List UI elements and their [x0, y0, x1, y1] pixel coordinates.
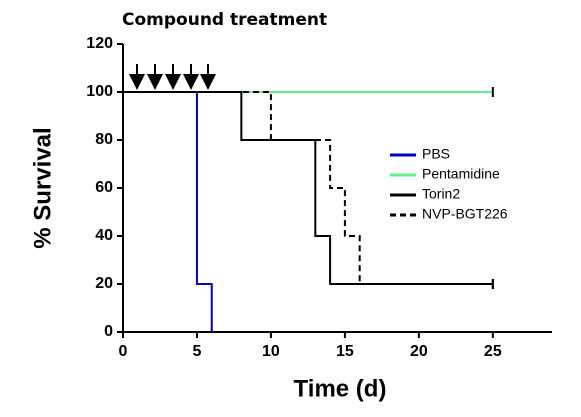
x-axis-title: Time (d) — [294, 375, 387, 402]
x-tick-label: 10 — [262, 343, 280, 360]
x-tick-label: 25 — [484, 343, 502, 360]
legend-label: Pentamidine — [422, 166, 500, 182]
survival-line — [123, 91, 493, 285]
legend-label: NVP-BGT226 — [422, 206, 508, 222]
y-tick-label: 20 — [95, 275, 113, 292]
treatment-arrows — [129, 64, 216, 90]
x-tick-label: 15 — [336, 343, 354, 360]
y-tick-label: 40 — [95, 227, 113, 244]
survival-line — [123, 91, 493, 285]
x-tick-label: 20 — [410, 343, 428, 360]
y-tick-label: 120 — [86, 35, 113, 52]
x-tick-label: 5 — [193, 343, 202, 360]
x-tick-label: 0 — [119, 343, 128, 360]
survival-line — [123, 91, 213, 332]
y-tick-label: 60 — [95, 179, 113, 196]
y-tick-label: 0 — [104, 323, 113, 340]
legend-label: PBS — [422, 146, 450, 162]
y-tick-label: 80 — [95, 131, 113, 148]
annotation: Compound treatment — [122, 10, 327, 30]
y-tick-label: 100 — [86, 83, 113, 100]
legend-label: Torin2 — [422, 186, 460, 202]
y-axis-title: % Survival — [29, 127, 56, 248]
